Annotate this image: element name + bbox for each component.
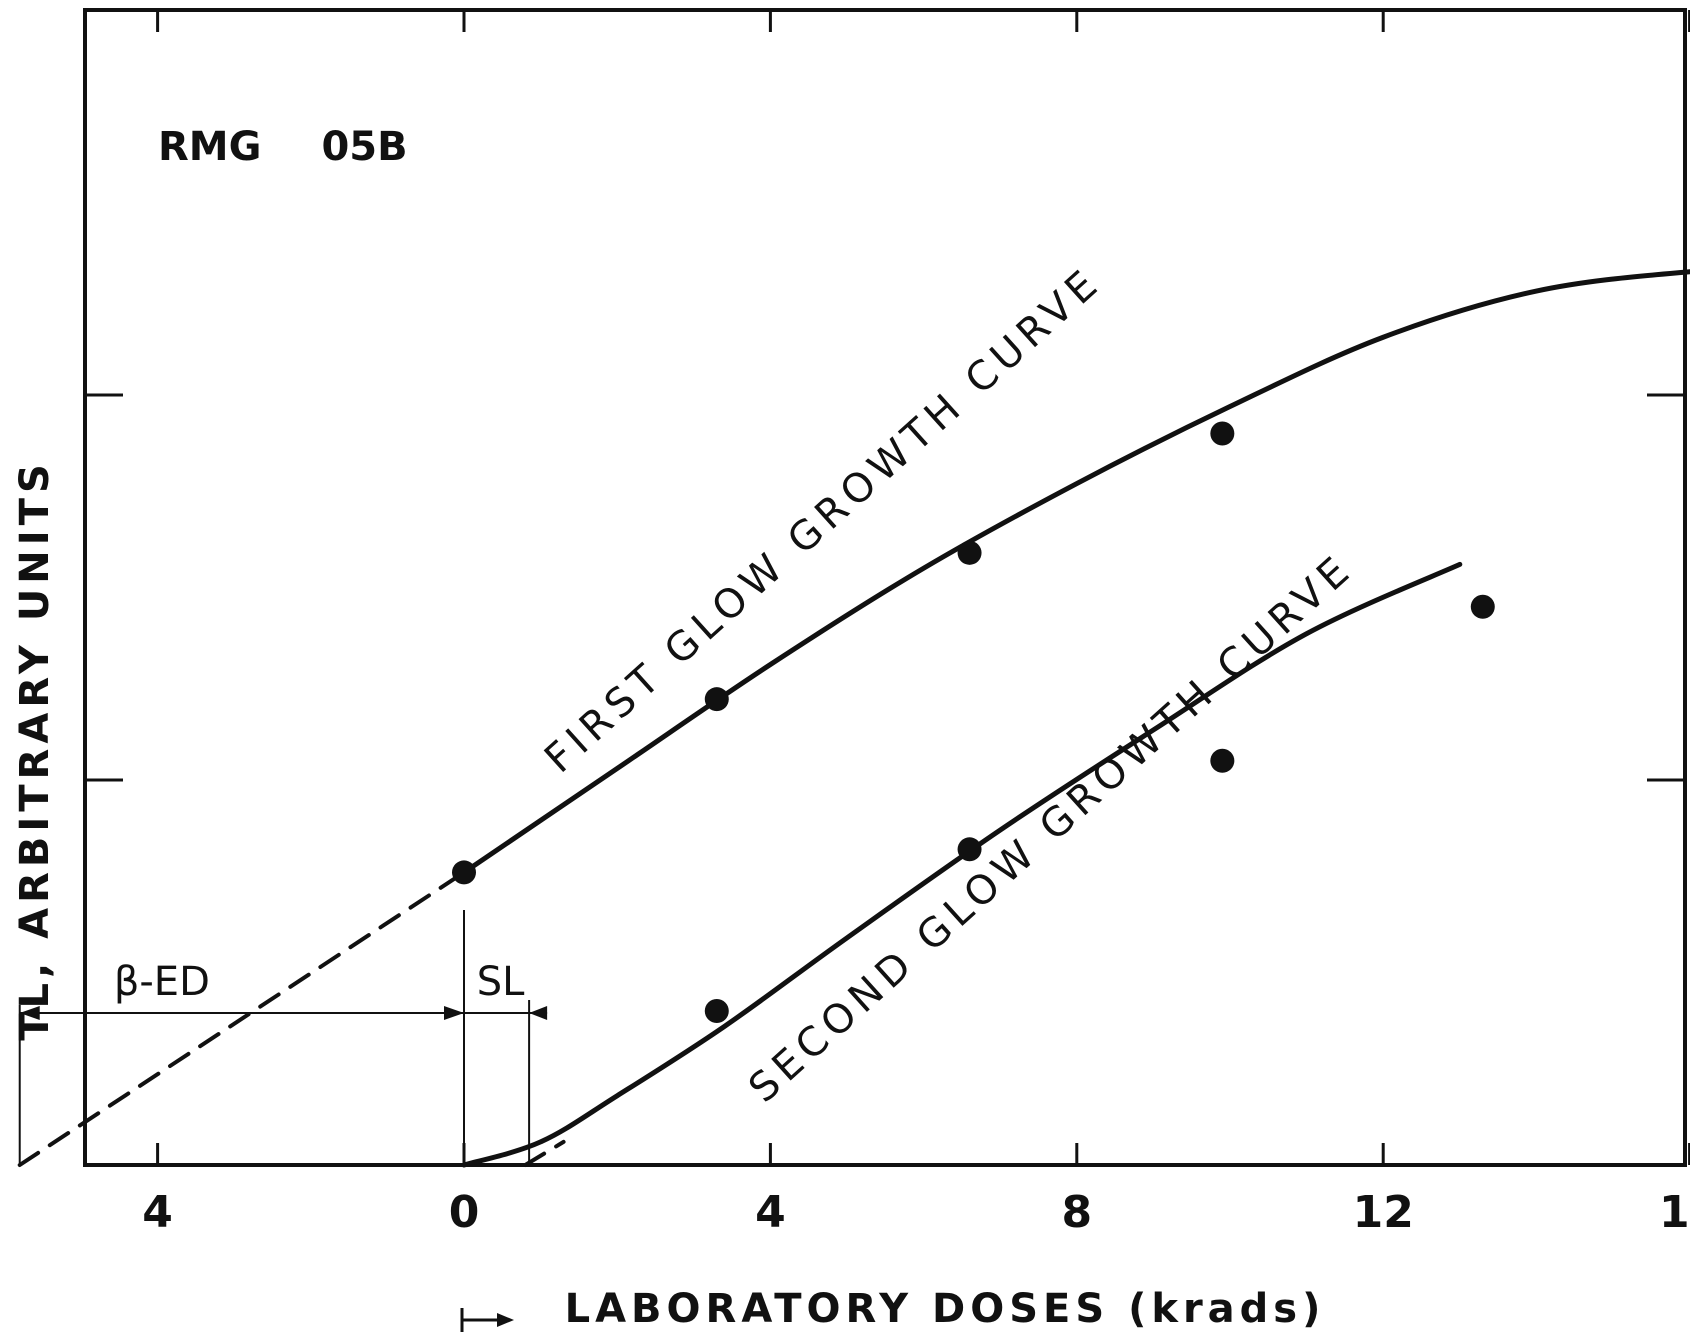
x-axis-title: LABORATORY DOSES (krads) <box>565 1286 1326 1332</box>
data-points <box>452 421 1495 1023</box>
second-glow-data-point <box>957 837 982 862</box>
second-glow-growth-curve-line <box>461 561 1463 1168</box>
x-tick-label: 16 <box>1659 1187 1690 1238</box>
x-tick-label: 0 <box>449 1187 480 1238</box>
beta-ed-arrowhead-left <box>19 1006 40 1020</box>
first-glow-data-point <box>957 540 982 565</box>
x-tick-label: 4 <box>755 1187 786 1238</box>
sl-arrowhead-right <box>529 1006 548 1020</box>
first-glow-curve-label: FIRST GLOW GROWTH CURVE <box>536 259 1110 782</box>
second-glow-extrapolation-line <box>523 1139 566 1167</box>
second-glow-data-point <box>1210 748 1235 773</box>
sl-label: SL <box>477 959 525 1005</box>
x-axis-arrow-icon <box>460 1308 514 1332</box>
y-axis-title: TL, ARBITRARY UNITS <box>12 459 58 1041</box>
first-glow-data-point <box>1210 421 1235 446</box>
beta-ed-arrowhead-right <box>444 1006 464 1020</box>
first-glow-data-point <box>452 860 476 885</box>
first-glow-extrapolation-line <box>17 870 466 1167</box>
tick-labels: 4048121620 <box>142 1187 1690 1238</box>
sample-label: RMG 05B <box>158 124 408 170</box>
second-glow-data-point <box>704 999 729 1023</box>
second-glow-curve-label: SECOND GLOW GROWTH CURVE <box>740 545 1362 1112</box>
x-tick-label: 12 <box>1353 1187 1414 1238</box>
plot-border <box>83 8 1687 1167</box>
beta-ed-label: β-ED <box>114 959 210 1005</box>
x-tick-label: 4 <box>142 1187 173 1238</box>
x-tick-label: 8 <box>1061 1187 1092 1238</box>
annotations: β-ED SL <box>18 910 548 1332</box>
second-glow-data-point <box>1470 594 1495 619</box>
first-glow-data-point <box>704 687 729 712</box>
